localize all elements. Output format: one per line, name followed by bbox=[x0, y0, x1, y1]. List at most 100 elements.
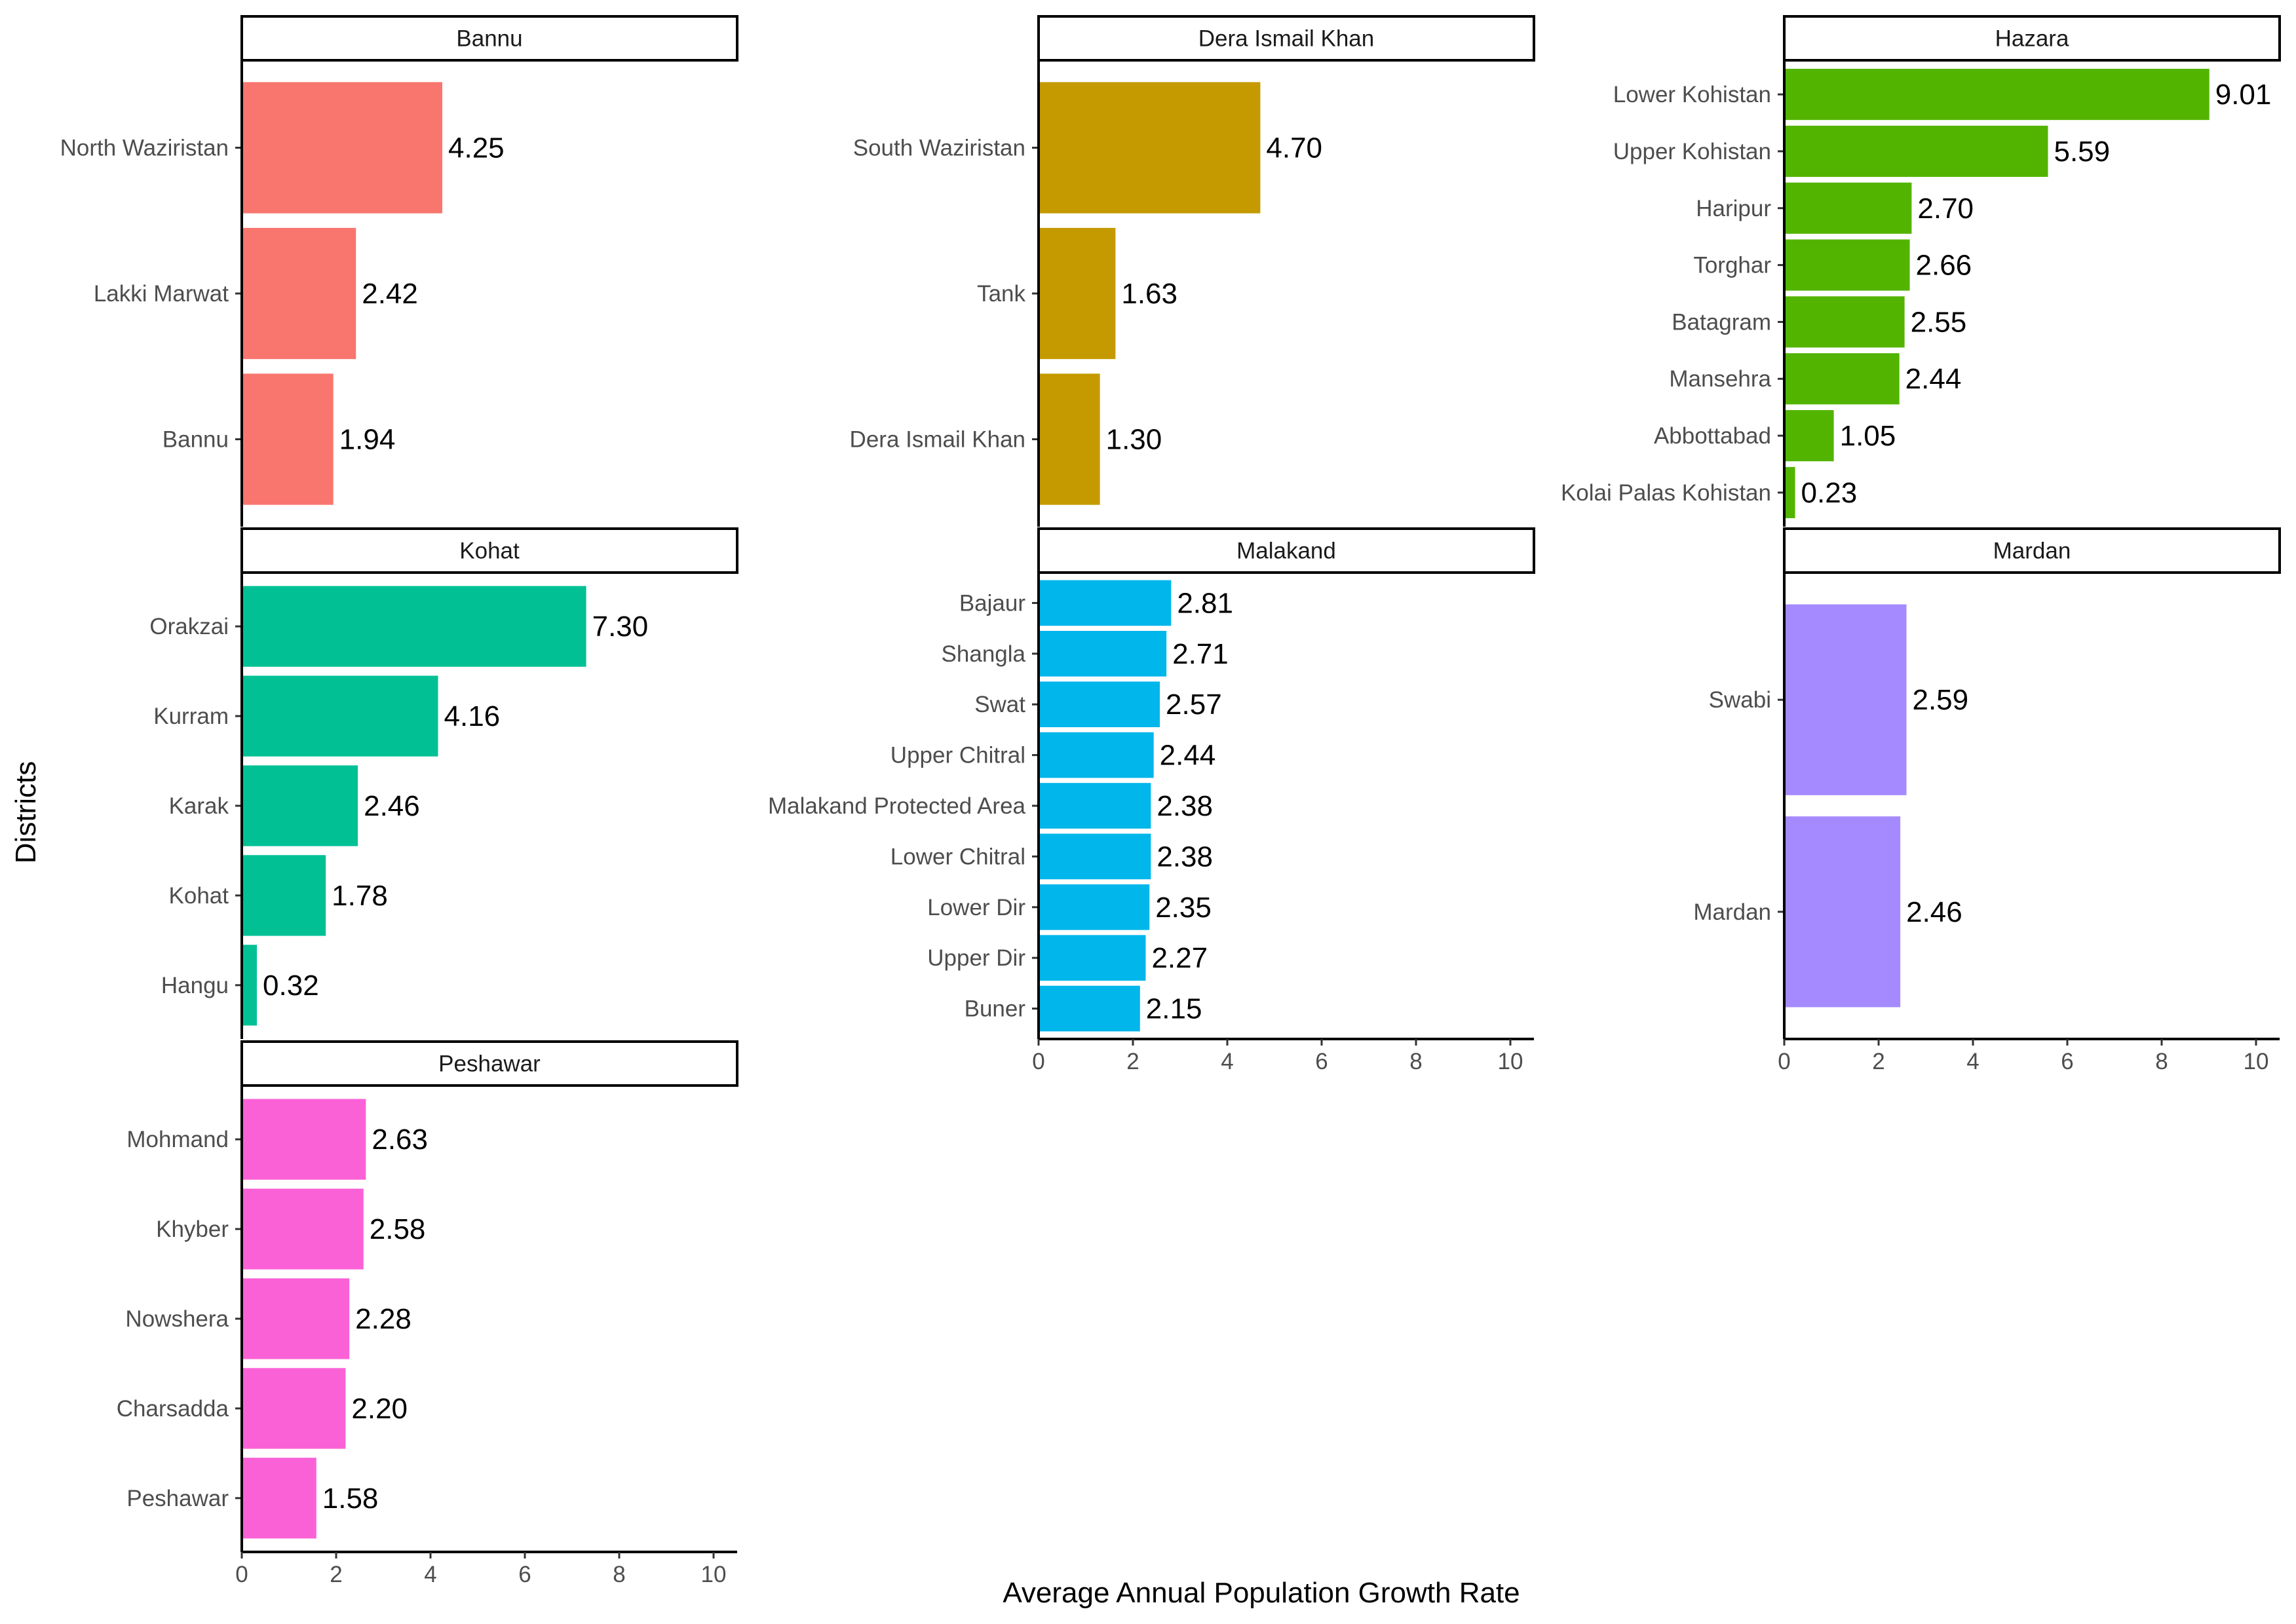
facet-strip bbox=[1783, 527, 2281, 574]
x-tick-label: 6 bbox=[2061, 1049, 2073, 1074]
category-label: Upper Chitral bbox=[890, 743, 1025, 768]
bar bbox=[1784, 182, 1912, 234]
category-label: Lakki Marwat bbox=[94, 281, 229, 307]
bar bbox=[242, 1188, 364, 1270]
x-tick-label: 6 bbox=[518, 1562, 531, 1587]
bar-value-label: 2.46 bbox=[1906, 896, 1962, 928]
bar-value-label: 2.27 bbox=[1151, 942, 1208, 974]
y-axis-title: Districts bbox=[10, 761, 42, 863]
category-label: Khyber bbox=[156, 1217, 229, 1242]
facet-strip bbox=[240, 15, 738, 62]
bar-value-label: 2.15 bbox=[1146, 993, 1202, 1025]
bar bbox=[1039, 833, 1151, 880]
bar-value-label: 4.70 bbox=[1266, 132, 1322, 164]
category-label: Lower Chitral bbox=[890, 844, 1025, 869]
bar-value-label: 9.01 bbox=[2215, 79, 2272, 111]
x-tick-label: 4 bbox=[1221, 1049, 1233, 1074]
facet-panel-bannu: Bannu 4.25 North Waziristan 2.42 Lakki Marwa… bbox=[60, 15, 738, 527]
bar-value-label: 2.66 bbox=[1916, 250, 1972, 282]
bar-value-label: 2.44 bbox=[1905, 363, 1962, 395]
category-label: South Waziristan bbox=[853, 136, 1025, 161]
facet-panel-hazara: Hazara 9.01 Lower Kohistan 5.59 Upper Kohist… bbox=[1561, 15, 2281, 527]
category-label: Mohmand bbox=[126, 1127, 229, 1152]
facet-panel-dera-ismail-khan: Dera Ismail Khan 4.70 South Waziristan 1.63… bbox=[850, 15, 1535, 527]
category-label: Tank bbox=[977, 281, 1025, 307]
bar bbox=[1784, 816, 1901, 1008]
x-tick-label: 10 bbox=[701, 1562, 727, 1587]
bar-value-label: 1.63 bbox=[1121, 278, 1177, 310]
bar bbox=[1039, 884, 1150, 930]
facet-strip-label: Peshawar bbox=[438, 1051, 541, 1077]
bar-value-label: 4.16 bbox=[444, 700, 501, 732]
category-label: Upper Kohistan bbox=[1613, 139, 1771, 164]
x-tick-label: 2 bbox=[330, 1562, 342, 1587]
facet-strip-label: Kohat bbox=[459, 538, 520, 564]
x-tick-label: 4 bbox=[1966, 1049, 1979, 1074]
bar bbox=[242, 1368, 346, 1449]
bar bbox=[242, 82, 442, 214]
bar bbox=[242, 765, 358, 846]
category-label: Hangu bbox=[161, 973, 229, 998]
category-label: Kohat bbox=[169, 883, 229, 909]
bar-value-label: 2.63 bbox=[372, 1124, 428, 1156]
bar-value-label: 1.94 bbox=[339, 424, 396, 456]
x-tick-label: 0 bbox=[1778, 1049, 1790, 1074]
bar bbox=[242, 1458, 316, 1539]
facet-strip-label: Malakand bbox=[1236, 538, 1336, 564]
x-tick-label: 2 bbox=[1126, 1049, 1139, 1074]
bar-value-label: 2.81 bbox=[1177, 587, 1233, 619]
bar-value-label: 2.57 bbox=[1166, 689, 1222, 721]
bar-value-label: 2.58 bbox=[370, 1213, 426, 1245]
bar bbox=[242, 373, 334, 505]
facet-strip bbox=[1037, 527, 1535, 574]
category-label: Orakzai bbox=[149, 614, 229, 639]
category-label: Lower Kohistan bbox=[1613, 82, 1771, 107]
bar-value-label: 2.20 bbox=[351, 1393, 408, 1425]
category-label: Nowshera bbox=[125, 1306, 229, 1332]
category-label: Swabi bbox=[1709, 687, 1771, 713]
bar bbox=[242, 675, 438, 757]
bar bbox=[1039, 783, 1151, 829]
bar bbox=[242, 227, 356, 360]
x-tick-label: 8 bbox=[613, 1562, 625, 1587]
bar bbox=[1039, 935, 1146, 981]
facet-strip-label: Dera Ismail Khan bbox=[1198, 26, 1374, 52]
category-label: Kurram bbox=[153, 704, 229, 729]
category-label: Haripur bbox=[1696, 196, 1771, 221]
bar bbox=[1784, 410, 1834, 462]
bar bbox=[1784, 604, 1907, 795]
bar-value-label: 2.42 bbox=[362, 278, 418, 310]
facet-panel-kohat: Kohat 7.30 Orakzai 4.16 Kurram 2.46 Karak 1.78 K… bbox=[149, 527, 738, 1039]
category-label: Kolai Palas Kohistan bbox=[1561, 480, 1771, 506]
bar bbox=[242, 945, 258, 1026]
bar bbox=[242, 586, 586, 667]
bar bbox=[1784, 239, 1910, 291]
bar bbox=[1039, 82, 1261, 214]
bar bbox=[242, 855, 326, 936]
bar bbox=[1784, 353, 1900, 405]
bar-value-label: 4.25 bbox=[448, 132, 505, 164]
bar-value-label: 2.35 bbox=[1155, 892, 1212, 924]
facet-strip bbox=[1037, 15, 1535, 62]
facet-panel-mardan: Mardan 2.59 Swabi 2.46 Mardan 0 2 4 6 8 10 bbox=[1693, 527, 2281, 1074]
bar bbox=[242, 1099, 366, 1180]
x-tick-label: 6 bbox=[1315, 1049, 1328, 1074]
bar-value-label: 2.70 bbox=[1917, 193, 1974, 225]
bar-value-label: 2.28 bbox=[355, 1303, 411, 1335]
bar-value-label: 2.38 bbox=[1157, 790, 1213, 822]
category-label: Karak bbox=[169, 793, 229, 819]
x-tick-label: 10 bbox=[2244, 1049, 2269, 1074]
bar-value-label: 7.30 bbox=[592, 611, 649, 643]
x-tick-label: 0 bbox=[235, 1562, 248, 1587]
category-label: North Waziristan bbox=[60, 136, 229, 161]
category-label: Malakand Protected Area bbox=[768, 793, 1026, 819]
bar bbox=[1784, 125, 2048, 177]
bar bbox=[1039, 227, 1116, 360]
bar bbox=[1039, 631, 1167, 677]
bar bbox=[1039, 732, 1154, 778]
category-label: Peshawar bbox=[126, 1486, 229, 1511]
x-tick-label: 0 bbox=[1032, 1049, 1044, 1074]
bar-value-label: 5.59 bbox=[2054, 136, 2110, 168]
bar-value-label: 0.23 bbox=[1801, 477, 1858, 509]
